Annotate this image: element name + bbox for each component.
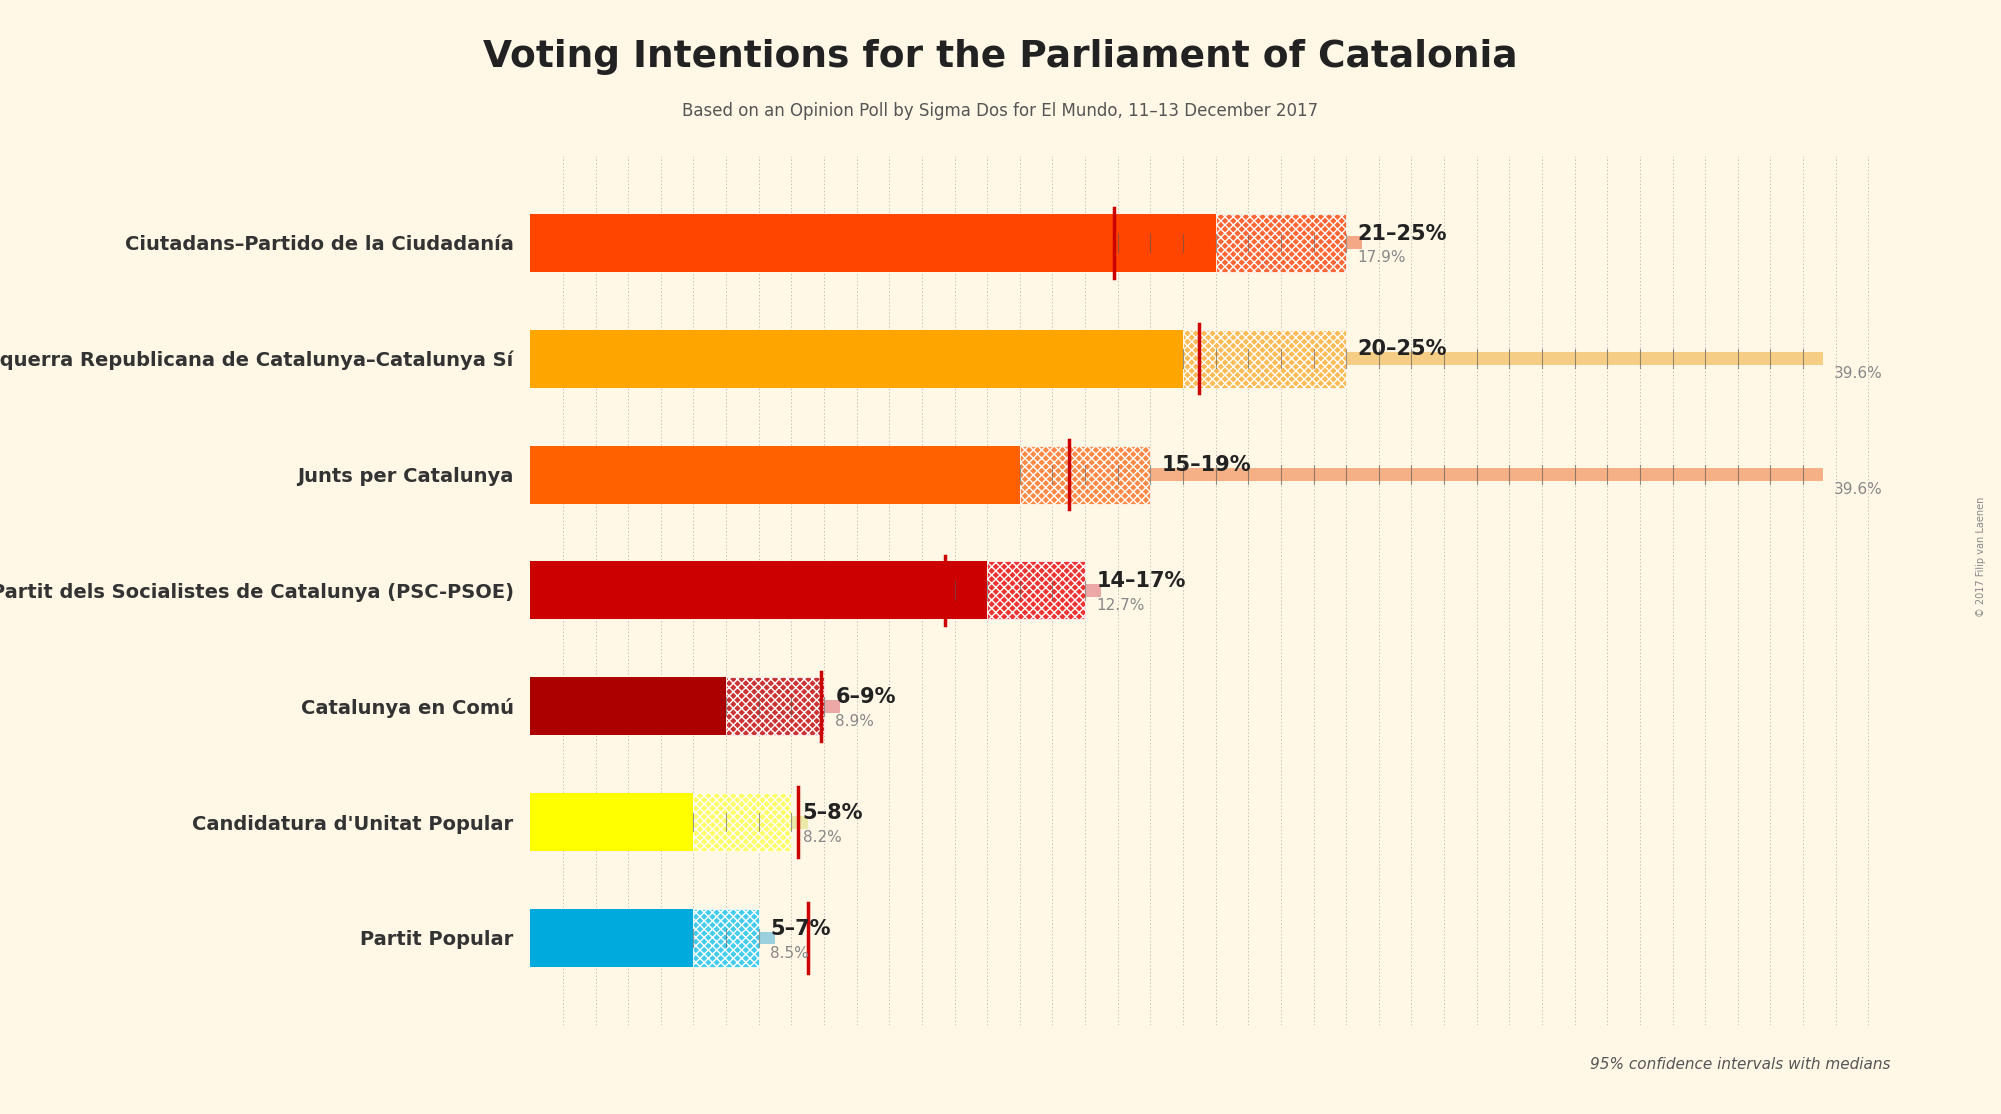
Text: 8.9%: 8.9% [834,714,874,729]
Bar [726,677,824,735]
Bar [530,793,694,851]
Bar [1021,468,1823,481]
Bar [530,561,986,619]
Bar [694,815,808,829]
Text: 15–19%: 15–19% [1163,456,1251,476]
Bar [530,677,726,735]
Bar [1183,352,1823,365]
Text: 6–9%: 6–9% [834,687,896,707]
Text: 39.6%: 39.6% [1835,367,1883,381]
Text: 8.2%: 8.2% [802,830,842,844]
Text: 12.7%: 12.7% [1097,598,1145,613]
Text: 21–25%: 21–25% [1357,224,1447,244]
Bar [694,931,774,945]
Text: © 2017 Filip van Laenen: © 2017 Filip van Laenen [1977,497,1985,617]
Text: 5–8%: 5–8% [802,803,862,823]
Bar [1021,446,1151,504]
Text: 8.5%: 8.5% [770,946,808,960]
Text: 39.6%: 39.6% [1835,482,1883,497]
Bar [944,584,1101,597]
Bar [726,700,840,713]
Bar [1115,236,1363,250]
Bar [1183,330,1347,388]
Bar [694,909,758,967]
Bar [530,446,1021,504]
Text: 14–17%: 14–17% [1097,571,1187,592]
Text: 17.9%: 17.9% [1357,251,1407,265]
Bar [1217,214,1347,272]
Text: 20–25%: 20–25% [1357,340,1447,360]
Bar [530,214,1217,272]
Bar [986,561,1085,619]
Bar [530,330,1183,388]
Bar [530,909,694,967]
Text: 95% confidence intervals with medians: 95% confidence intervals with medians [1591,1057,1891,1072]
Text: Based on an Opinion Poll by Sigma Dos for El Mundo, 11–13 December 2017: Based on an Opinion Poll by Sigma Dos fo… [682,102,1319,120]
Text: Voting Intentions for the Parliament of Catalonia: Voting Intentions for the Parliament of … [482,39,1519,75]
Bar [694,793,790,851]
Text: 5–7%: 5–7% [770,919,830,939]
